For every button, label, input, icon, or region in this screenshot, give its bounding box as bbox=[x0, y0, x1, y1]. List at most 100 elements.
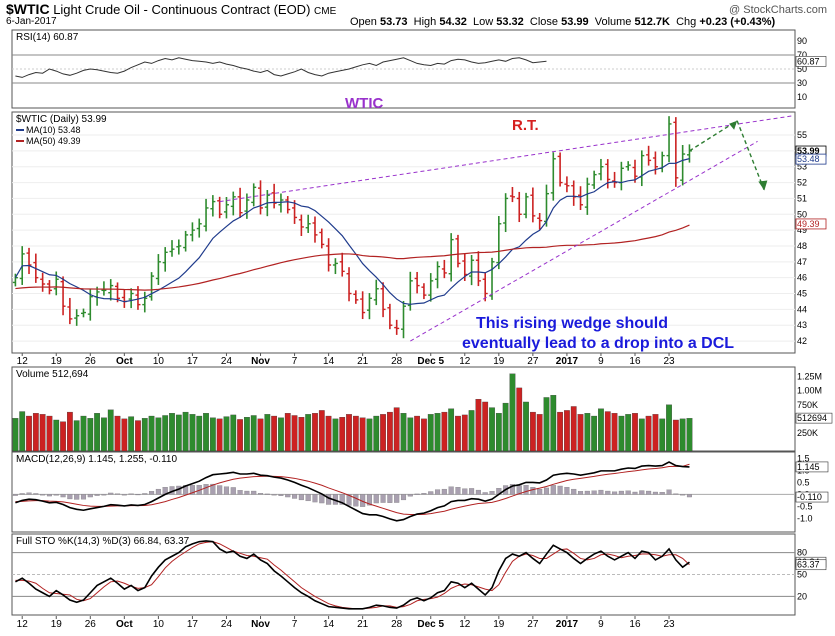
macd-histogram-bar bbox=[509, 484, 515, 495]
ma10-line bbox=[14, 158, 690, 305]
close-label: Close bbox=[529, 16, 559, 28]
volume-bar bbox=[73, 420, 80, 452]
price-bar bbox=[108, 279, 114, 301]
macd-histogram-bar bbox=[421, 493, 427, 495]
price-bar bbox=[155, 254, 161, 285]
chart-date: 6-Jan-2017 bbox=[6, 16, 57, 27]
price-bar bbox=[80, 308, 86, 318]
macd-histogram-bar bbox=[60, 494, 66, 498]
volume-bar bbox=[121, 418, 128, 452]
rsi-tick-label: 90 bbox=[797, 36, 807, 46]
x-axis-top-tick-label: 27 bbox=[527, 356, 539, 367]
macd-last-value: 1.145 bbox=[797, 462, 820, 472]
macd-histogram-bar bbox=[557, 485, 563, 495]
x-axis-bottom-tick-label: 17 bbox=[187, 619, 199, 630]
x-axis-bottom-tick-label: 21 bbox=[357, 619, 369, 630]
volume-bar bbox=[672, 419, 679, 452]
x-axis-top-tick-label: 7 bbox=[292, 356, 298, 367]
volume-bar bbox=[529, 411, 536, 452]
price-tick-label: 47 bbox=[797, 257, 807, 267]
volume-bar bbox=[495, 413, 502, 452]
price-bar bbox=[605, 159, 611, 189]
volume-bar bbox=[19, 411, 26, 452]
sto-legend: Full STO %K(14,3) %D(3) 66.84, 63.37 bbox=[16, 536, 190, 547]
x-axis-top-tick-label: 17 bbox=[187, 356, 199, 367]
volume-bar bbox=[352, 415, 359, 452]
ma50-last-value: 49.39 bbox=[797, 219, 820, 229]
price-bar bbox=[612, 171, 618, 188]
macd-histogram-bar bbox=[237, 490, 243, 495]
open-value: 53.73 bbox=[379, 16, 408, 28]
price-bar bbox=[598, 158, 604, 181]
ma-legend-entry: MA(10) 53.48 bbox=[26, 125, 81, 135]
volume-bar bbox=[407, 417, 414, 452]
x-axis-top-tick-label: 9 bbox=[598, 356, 604, 367]
volume-bar bbox=[237, 419, 243, 452]
rt-annotation: R.T. bbox=[512, 117, 539, 134]
macd-histogram-bar bbox=[108, 492, 114, 495]
price-bar bbox=[652, 151, 658, 175]
price-bar bbox=[101, 281, 107, 296]
macd-histogram-bar bbox=[475, 489, 481, 495]
volume-bar bbox=[189, 414, 196, 452]
macd-tick-label: 1.5 bbox=[797, 453, 810, 463]
sto-d-last-value: 63.37 bbox=[797, 560, 820, 570]
x-axis-top-tick-label: 19 bbox=[493, 356, 505, 367]
rsi-tick-label: 70 bbox=[797, 50, 807, 60]
price-bar bbox=[537, 213, 543, 230]
panel-frame-macd bbox=[11, 451, 796, 533]
price-bar bbox=[312, 216, 318, 243]
volume-bar bbox=[577, 414, 584, 452]
volume-bar bbox=[196, 415, 203, 452]
macd-histogram-bar bbox=[680, 494, 686, 496]
price-bar bbox=[176, 239, 182, 255]
x-axis-top-tick-label: 26 bbox=[85, 356, 97, 367]
x-axis-bottom-tick-label: 23 bbox=[663, 619, 675, 630]
price-bar bbox=[169, 240, 175, 257]
volume-bar bbox=[584, 413, 591, 452]
price-tick-label: 52 bbox=[797, 178, 807, 188]
volume-bar bbox=[598, 408, 604, 452]
price-bar bbox=[421, 283, 427, 300]
macd-histogram-bar bbox=[346, 494, 352, 506]
price-tick-label: 53 bbox=[797, 162, 807, 172]
volume-bar bbox=[618, 415, 625, 452]
x-axis-top-tick-label: Nov bbox=[251, 356, 270, 367]
macd-histogram-bar bbox=[312, 494, 318, 503]
macd-histogram-bar bbox=[149, 491, 155, 495]
macd-histogram-bar bbox=[223, 486, 230, 495]
macd-tick-label: -0.5 bbox=[797, 501, 813, 511]
x-axis-bottom-tick-label: Dec 5 bbox=[417, 619, 444, 630]
macd-legend: MACD(12,26,9) 1.145, 1.255, -0.110 bbox=[16, 454, 177, 465]
volume-bar bbox=[686, 418, 693, 452]
price-bar bbox=[564, 176, 570, 193]
macd-histogram-bar bbox=[74, 494, 80, 500]
volume-bar bbox=[182, 411, 189, 452]
macd-histogram-bar bbox=[530, 487, 536, 495]
macd-histogram-bar bbox=[366, 494, 372, 506]
price-bar bbox=[258, 180, 264, 215]
volume-bar bbox=[359, 417, 366, 452]
macd-histogram-bar bbox=[12, 494, 18, 496]
macd-tick-label: -1.0 bbox=[797, 513, 813, 523]
high-value: 54.32 bbox=[439, 16, 467, 28]
volume-bar bbox=[32, 413, 39, 452]
macd-histogram-bar bbox=[80, 494, 87, 500]
volume-bar bbox=[257, 418, 264, 452]
price-bar bbox=[251, 183, 257, 207]
volume-bar bbox=[339, 417, 346, 452]
volume-tick-label: 750K bbox=[797, 400, 818, 410]
volume-bar bbox=[94, 413, 100, 452]
x-axis-bottom-tick-label: 12 bbox=[459, 619, 471, 630]
price-bar bbox=[387, 303, 393, 330]
volume-legend: Volume 512,694 bbox=[16, 369, 89, 380]
volume-bar bbox=[60, 421, 66, 452]
rsi-line bbox=[15, 57, 547, 78]
volume-bar bbox=[244, 417, 250, 452]
macd-histogram-bar bbox=[639, 490, 645, 495]
macd-histogram-bar bbox=[428, 491, 434, 495]
projection-down-arrow bbox=[736, 120, 766, 191]
macd-histogram-bar bbox=[435, 489, 441, 495]
close-value: 53.99 bbox=[561, 16, 589, 28]
